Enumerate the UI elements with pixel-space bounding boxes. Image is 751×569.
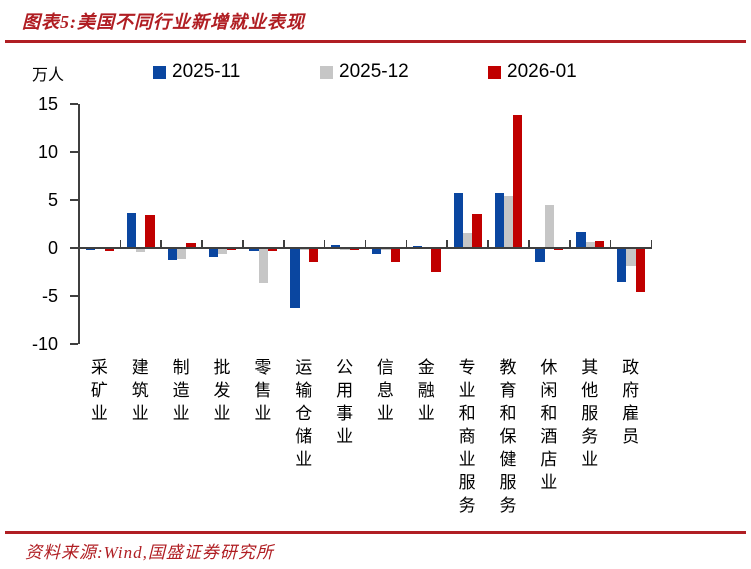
- legend-swatch: [320, 65, 333, 79]
- bar-2025-12-教育和保健服务: [503, 196, 514, 247]
- category-label: 零售业: [251, 358, 271, 427]
- bar-2025-12-运输仓储业: [299, 249, 309, 250]
- legend-item-2025-12: 2025-12: [320, 61, 409, 82]
- x-axis-tick: [119, 240, 122, 247]
- bar-2026-01-政府雇员: [635, 249, 646, 293]
- y-axis-line: [78, 104, 80, 344]
- x-axis-tick: [364, 240, 367, 247]
- bar-2025-11-专业和商业服务: [453, 193, 463, 247]
- x-axis-tick: [78, 240, 81, 247]
- y-axis-tick: [70, 199, 78, 201]
- category-label: 政府雇员: [619, 358, 639, 450]
- legend-item-2025-11: 2025-11: [153, 61, 241, 82]
- x-axis-tick: [487, 240, 489, 247]
- y-axis-tick-label: 10: [37, 142, 58, 162]
- legend-item-2026-01: 2026-01: [488, 61, 577, 82]
- y-axis-tick: [70, 247, 78, 249]
- legend-swatch: [488, 65, 501, 79]
- bar-2026-01-批发业: [227, 249, 237, 250]
- bar-2025-11-建筑业: [126, 213, 137, 247]
- x-axis-tick: [650, 240, 653, 247]
- bar-2026-01-采矿业: [104, 249, 114, 251]
- bar-2025-11-批发业: [208, 249, 218, 257]
- bar-2025-12-其他服务业: [585, 242, 595, 247]
- bar-2026-01-信息业: [390, 249, 400, 263]
- bar-2026-01-运输仓储业: [308, 249, 319, 263]
- x-axis-tick: [323, 240, 326, 247]
- x-axis-tick: [528, 240, 530, 247]
- bar-2025-11-公用事业: [331, 245, 341, 247]
- bar-2026-01-建筑业: [145, 215, 155, 247]
- bar-2026-01-其他服务业: [594, 241, 605, 247]
- x-axis-tick: [609, 240, 612, 247]
- category-label: 制造业: [169, 358, 189, 427]
- category-label: 金融业: [414, 358, 434, 427]
- bar-2026-01-制造业: [186, 243, 196, 247]
- bar-2025-11-政府雇员: [617, 249, 627, 282]
- bar-2025-11-采矿业: [85, 249, 96, 251]
- category-label: 建筑业: [128, 358, 148, 427]
- y-axis-tick: [70, 151, 78, 153]
- x-axis-tick: [201, 240, 203, 247]
- legend-label: 2025-11: [172, 61, 241, 82]
- y-axis-tick: [70, 295, 78, 297]
- bar-2026-01-金融业: [431, 249, 441, 273]
- bar-2026-01-教育和保健服务: [513, 114, 523, 247]
- bar-2026-01-休闲和酒店业: [554, 249, 564, 251]
- bar-2025-11-零售业: [249, 249, 259, 251]
- x-axis-line: [78, 247, 652, 249]
- category-label: 信息业: [373, 358, 393, 427]
- bar-2025-12-公用事业: [340, 249, 350, 250]
- bar-2025-11-信息业: [371, 249, 382, 254]
- bar-2025-11-教育和保健服务: [494, 193, 504, 247]
- bar-2025-12-制造业: [176, 249, 187, 259]
- bar-2025-11-制造业: [167, 249, 177, 260]
- x-axis-tick: [446, 240, 448, 247]
- y-axis-tick-label: 15: [37, 94, 58, 114]
- legend-label: 2026-01: [507, 61, 577, 82]
- category-label: 其他服务业: [578, 358, 598, 473]
- y-axis-tick-label: 5: [47, 190, 58, 210]
- category-label: 休闲和酒店业: [537, 358, 557, 496]
- bar-2025-12-政府雇员: [626, 249, 636, 267]
- x-axis-tick: [242, 240, 244, 247]
- y-axis-tick: [70, 103, 78, 105]
- y-axis-tick-label: -10: [31, 334, 58, 354]
- bar-2025-11-金融业: [412, 246, 423, 247]
- bar-2025-12-休闲和酒店业: [544, 204, 554, 247]
- legend-swatch: [153, 65, 166, 79]
- bar-2026-01-零售业: [268, 249, 278, 251]
- bottom-divider: [5, 531, 746, 534]
- x-axis-tick: [283, 240, 285, 247]
- category-label: 批发业: [210, 358, 230, 427]
- bar-2025-12-零售业: [258, 249, 268, 283]
- x-axis-tick: [405, 240, 408, 247]
- bar-2025-12-专业和商业服务: [462, 232, 473, 247]
- source-note: 资料来源:Wind,国盛证券研究所: [25, 543, 274, 562]
- bar-2025-11-运输仓储业: [290, 249, 300, 308]
- category-label: 专业和商业服务: [455, 358, 475, 519]
- x-axis-tick: [160, 240, 162, 247]
- y-axis-tick: [70, 343, 78, 345]
- figure-title: 图表5:美国不同行业新增就业表现: [22, 12, 305, 32]
- bar-2025-12-建筑业: [136, 249, 146, 253]
- y-axis-unit-label: 万人: [32, 67, 65, 84]
- bar-2025-12-信息业: [381, 249, 391, 251]
- legend-label: 2025-12: [339, 61, 409, 82]
- top-divider: [5, 40, 746, 43]
- x-axis-tick: [569, 240, 571, 247]
- category-label: 采矿业: [87, 358, 107, 427]
- bar-2026-01-公用事业: [349, 249, 360, 250]
- y-axis-tick-label: 0: [47, 238, 58, 258]
- bar-2025-11-其他服务业: [576, 231, 586, 247]
- category-label: 教育和保健服务: [496, 358, 516, 519]
- category-label: 公用事业: [333, 358, 353, 450]
- bar-2026-01-专业和商业服务: [472, 214, 482, 247]
- bar-2025-12-批发业: [217, 249, 228, 254]
- y-axis-tick-label: -5: [41, 286, 58, 306]
- category-label: 运输仓储业: [292, 358, 312, 473]
- bar-2025-11-休闲和酒店业: [535, 249, 545, 263]
